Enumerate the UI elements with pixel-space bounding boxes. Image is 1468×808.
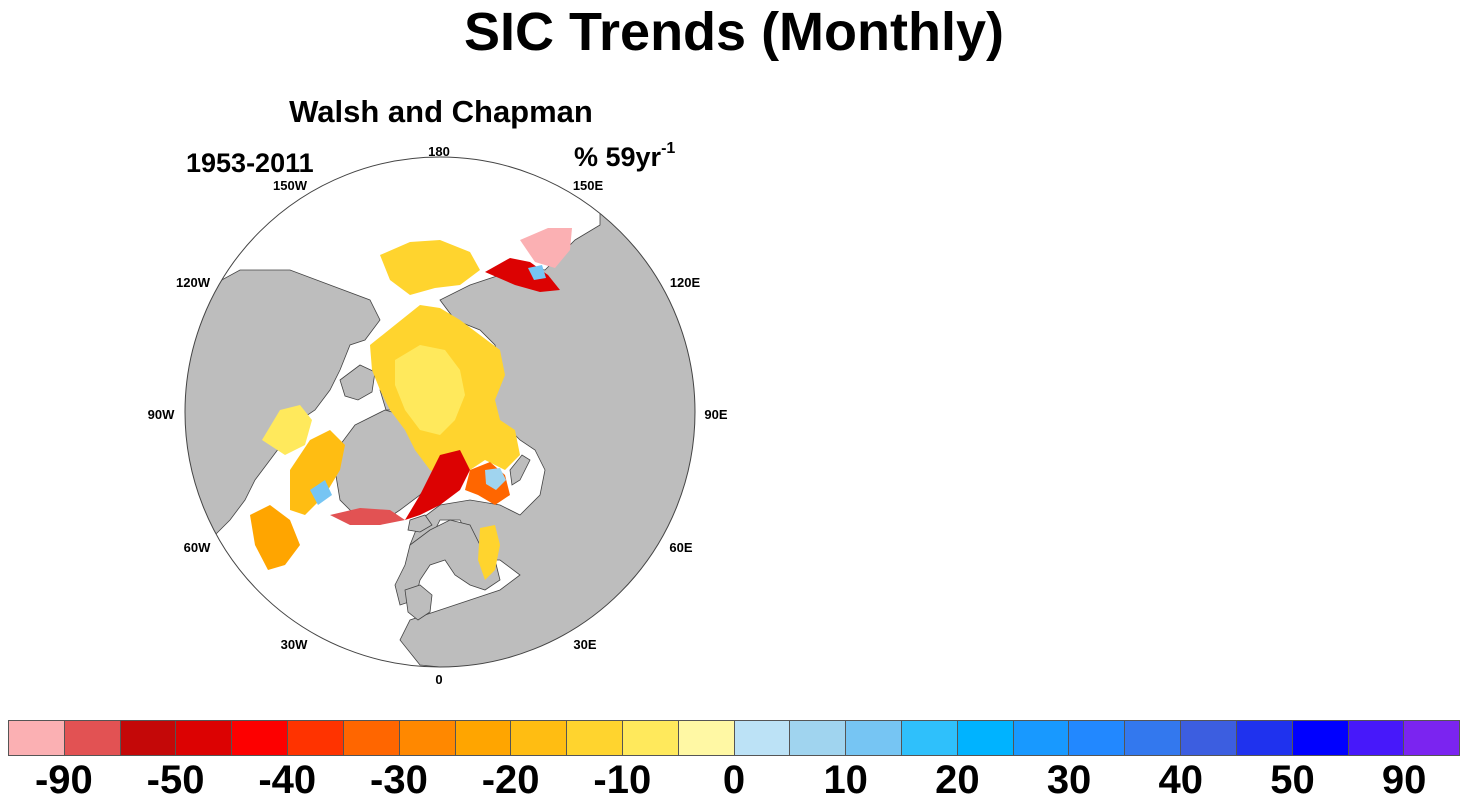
colorbar-tick-label: -10 [593, 758, 652, 802]
colorbar-cell [1181, 721, 1237, 755]
colorbar-cell [1125, 721, 1182, 755]
map-border [184, 156, 696, 668]
colorbar-cell [455, 721, 512, 755]
uk-land [404, 584, 433, 621]
colorbar-cell [1292, 721, 1349, 755]
lon-label-60e: 60E [669, 540, 692, 555]
okhotsk-negative [520, 228, 572, 268]
map-content [185, 157, 695, 667]
colorbar-tick-label: 20 [935, 758, 980, 802]
baffin-blue [310, 480, 332, 505]
colorbar-cell [846, 721, 902, 755]
lon-label-30e: 30E [573, 637, 596, 652]
scandinavia-land [394, 519, 501, 606]
novaya-zemlya-land [509, 454, 531, 486]
colorbar-tick-label: 40 [1158, 758, 1204, 802]
colorbar-tick-label: 0 [722, 758, 746, 802]
colorbar-tick-label: -20 [481, 758, 540, 802]
central-arctic-core [395, 345, 465, 435]
colorbar-labels: -90 -50 -40 -30 -20 -10 0 10 20 30 40 50 90 [8, 758, 1460, 802]
canadian-archipelago-land [339, 364, 376, 401]
lon-label-30w: 30W [281, 637, 308, 652]
colorbar-tick-label: 10 [823, 758, 868, 802]
barents-trend [405, 450, 470, 520]
lon-label-180: 180 [428, 144, 450, 159]
colorbar-cell [790, 721, 847, 755]
lon-label-150w: 150W [273, 178, 308, 193]
colorbar-cell [64, 721, 121, 755]
colorbar-cell [957, 721, 1014, 755]
lon-label-90w: 90W [148, 407, 175, 422]
colorbar-tick-label: 30 [1046, 758, 1092, 802]
colorbar-cell [343, 721, 400, 755]
colorbar-tick-label: 90 [1381, 758, 1427, 802]
colorbar-cell [399, 721, 456, 755]
colorbar-tick-label: -50 [146, 758, 205, 802]
colorbar-cell [734, 721, 791, 755]
panel-title: Walsh and Chapman [289, 94, 593, 129]
colorbar-cell [1236, 721, 1293, 755]
colorbar-cell [1348, 721, 1405, 755]
colorbar-tick-label: -40 [258, 758, 317, 802]
lon-label-90e: 90E [704, 407, 727, 422]
lon-label-0: 0 [435, 672, 442, 687]
longitude-labels: 180 150E 120E 90E 60E 30E 0 30W 60W 90W … [148, 144, 728, 687]
period-label: 1953-2011 [186, 148, 314, 178]
colorbar-cell [9, 721, 65, 755]
colorbar-cell [288, 721, 344, 755]
lon-label-150e: 150E [573, 178, 604, 193]
colorbar-cell [622, 721, 679, 755]
colorbar-cell [567, 721, 623, 755]
colorbar-tick-label: -90 [34, 758, 93, 802]
lon-label-120e: 120E [670, 275, 701, 290]
baffin-trend [290, 430, 345, 515]
colorbar-cell [176, 721, 233, 755]
okhotsk-blue [528, 265, 546, 280]
okhotsk-trend [485, 258, 560, 292]
colorbar-cell [1404, 721, 1460, 755]
kara-blue [485, 468, 506, 490]
colorbar-tick-label: -30 [370, 758, 428, 802]
colorbar-cell [902, 721, 958, 755]
colorbar-cell [232, 721, 289, 755]
colorbar-cell [1069, 721, 1126, 755]
lon-label-120w: 120W [176, 275, 211, 290]
colorbar-cell [678, 721, 735, 755]
colorbar-cell [1013, 721, 1070, 755]
colorbar-cell [511, 721, 568, 755]
colorbar-cell [120, 721, 177, 755]
iceland-land [407, 514, 433, 533]
units-label: % 59yr-1 [574, 140, 676, 173]
main-title: SIC Trends (Monthly) [464, 2, 1004, 62]
colorbar [8, 720, 1460, 756]
greenland-sea-trend [330, 508, 405, 525]
labrador-trend [250, 505, 300, 570]
units-text: % 59yr [574, 142, 662, 172]
units-exponent: -1 [661, 140, 676, 157]
baltic-trend [478, 525, 500, 580]
hudson-trend [262, 405, 312, 455]
colorbar-tick-label: 50 [1270, 758, 1315, 802]
lon-label-60w: 60W [184, 540, 211, 555]
bering-trend [380, 240, 480, 295]
